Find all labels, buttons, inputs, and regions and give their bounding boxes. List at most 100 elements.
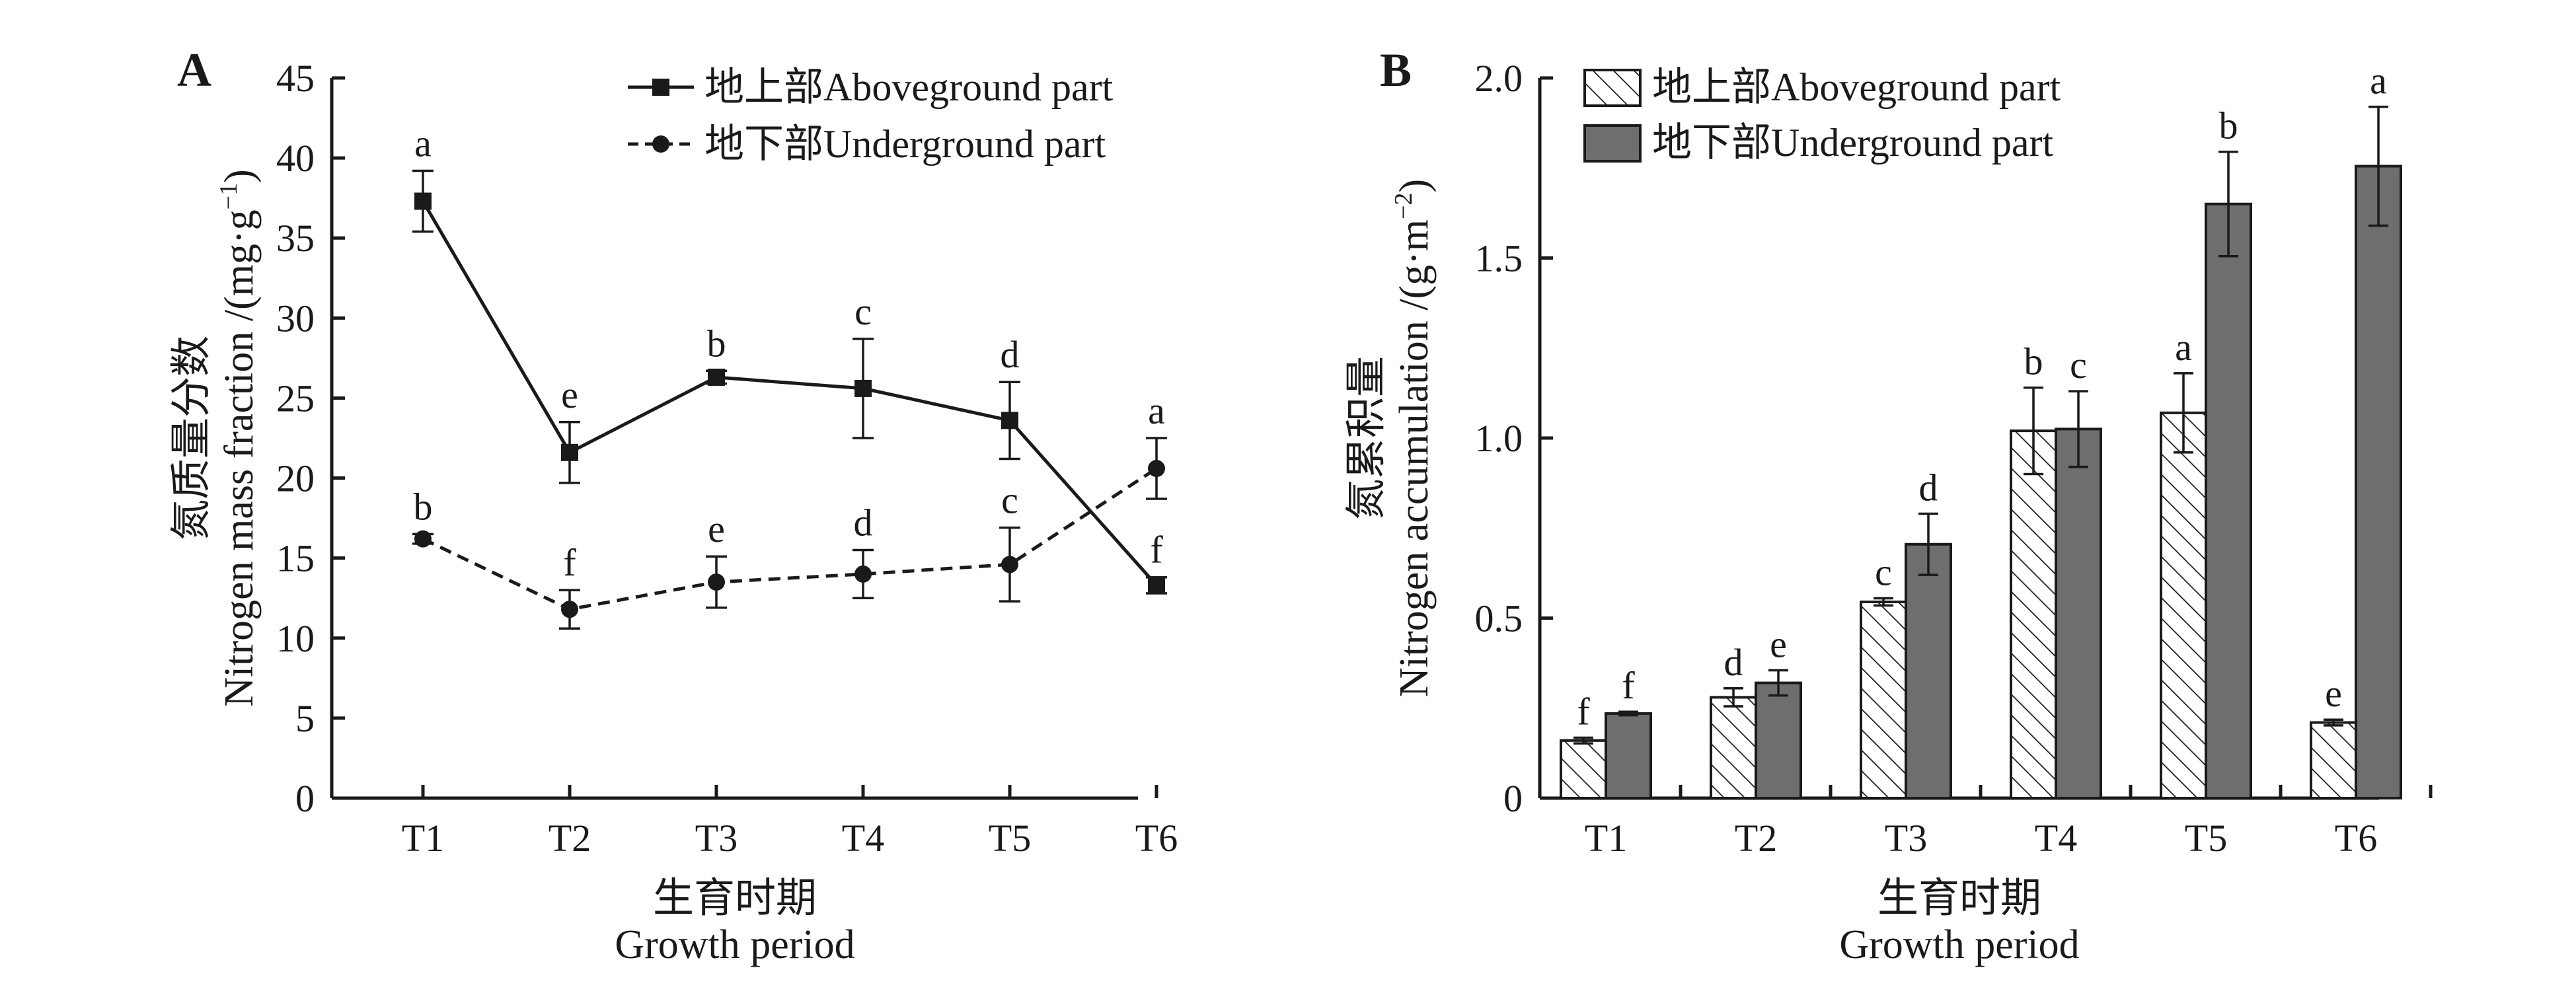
panel-a-significance-letter: f xyxy=(563,541,576,584)
legend-b-aboveground: 地上部Aboveground part xyxy=(1652,65,2061,109)
panel-b-significance-letter: a xyxy=(2175,326,2192,369)
panel-a-point-square xyxy=(1001,412,1018,429)
legend-a-circle-marker xyxy=(652,135,669,153)
panel-b-bar-aboveground xyxy=(1560,739,1607,800)
legend-b-hatched-swatch xyxy=(1583,69,1642,107)
panel-b-y-label: 氮累积量 Nitrogen accumulation /(g·m−2) xyxy=(1344,179,1437,697)
panel-b-significance-letter: f xyxy=(1622,664,1635,707)
panel-b-significance-letter: c xyxy=(1875,551,1892,594)
panel-b-x-tick-label: T2 xyxy=(1735,817,1777,860)
panel-a-x-tick-label: T2 xyxy=(549,817,591,860)
panel-a-significance-letter: f xyxy=(1150,529,1163,572)
panel-b-bar-aboveground xyxy=(2310,721,2357,800)
panel-a-point-square xyxy=(708,368,725,386)
panel-a-x-tick-label: T6 xyxy=(1135,817,1178,860)
panel-b-x-tick-label: T6 xyxy=(2335,817,2377,860)
panel-a-point-square xyxy=(854,379,872,397)
panel-b-x-tick-label: T3 xyxy=(1885,817,1927,860)
panel-b-bar-underground xyxy=(1905,542,1952,800)
panel-a: A 0 5 10 15 20 25 30 35 40 45 T1 T2 T3 T4 T5 T6 a e b c d f… xyxy=(169,44,1178,967)
panel-b-y-ticks: 0 0.5 1.0 1.5 2.0 xyxy=(1475,57,1553,820)
panel-a-point-circle xyxy=(561,601,578,618)
panel-b-bar-aboveground xyxy=(2160,411,2207,799)
panel-a-point-square xyxy=(561,443,578,461)
legend-a-square-marker xyxy=(652,79,669,96)
legend-a-underground: 地下部Underground part xyxy=(704,122,1106,166)
panel-b-legend: 地上部Aboveground part 地下部Underground part xyxy=(1583,65,2061,165)
panel-a-significance-letter: b xyxy=(707,322,726,365)
panel-a-y-tick-label: 5 xyxy=(295,697,315,740)
panel-a-significance-letter: e xyxy=(708,507,725,550)
panel-a-significance-letter: d xyxy=(854,501,873,544)
panel-a-y-tick-label: 30 xyxy=(276,297,315,340)
panel-b-bar-underground xyxy=(2205,202,2252,799)
panel-b-significance-letter: f xyxy=(1577,690,1590,733)
panel-b-significance-letter: b xyxy=(2024,340,2043,383)
panel-a-series: a e b c d f b f e d c a xyxy=(412,122,1167,630)
panel-a-point-square xyxy=(414,192,432,210)
panel-b-significance-letter: d xyxy=(1919,466,1938,509)
legend-a-aboveground: 地上部Aboveground part xyxy=(704,65,1114,109)
panel-a-point-circle xyxy=(1001,556,1018,574)
panel-a-y-label-cn: 氮质量分数 xyxy=(169,336,214,540)
panel-b-x-tick-label: T5 xyxy=(2185,817,2227,860)
panel-a-y-tick-label: 15 xyxy=(276,537,315,580)
panel-b-significance-letter: d xyxy=(1724,641,1743,684)
panel-b-y-label-cn: 氮累积量 xyxy=(1344,356,1389,520)
panel-a-significance-letter: a xyxy=(414,122,432,165)
panel-a-legend: 地上部Aboveground part 地下部Underground part xyxy=(628,65,1114,166)
panel-a-point-circle xyxy=(414,530,432,548)
panel-b-y-tick-label: 0 xyxy=(1503,777,1523,820)
panel-a-series-line-2 xyxy=(422,466,1158,611)
panel-a-y-label: 氮质量分数 Nitrogen mass fraction /(mg·g−1) xyxy=(169,169,262,707)
panel-b-y-label-en: Nitrogen accumulation /(g·m−2) xyxy=(1390,179,1437,697)
panel-a-y-tick-label: 25 xyxy=(276,377,315,420)
panel-a-y-tick-label: 35 xyxy=(276,217,315,260)
panel-b-y-tick-label: 1.0 xyxy=(1475,417,1523,460)
panel-b-bar-underground xyxy=(2355,165,2402,799)
panel-b-significance-letter: e xyxy=(2325,672,2342,715)
panel-a-y-tick-label: 0 xyxy=(295,777,315,820)
panel-a-x-tick-label: T1 xyxy=(402,817,444,860)
panel-a-x-ticks: T1 T2 T3 T4 T5 T6 xyxy=(402,785,1178,860)
panel-a-x-tick-label: T4 xyxy=(842,817,884,860)
panel-b-y-tick-label: 2.0 xyxy=(1475,57,1523,100)
panel-b-x-tick-label: T4 xyxy=(2035,817,2077,860)
panel-a-series-line-1 xyxy=(421,200,1158,587)
panel-b-bar-underground xyxy=(1605,712,1652,800)
panel-a-point-circle xyxy=(854,565,872,583)
panel-a-y-ticks: 0 5 10 15 20 25 30 35 40 45 xyxy=(276,57,345,820)
panel-label-b: B xyxy=(1380,44,1412,96)
panel-b-significance-letter: e xyxy=(1770,623,1787,666)
panel-b-bar-aboveground xyxy=(1860,600,1907,799)
panel-a-x-tick-label: T5 xyxy=(989,817,1031,860)
panel-b-bar-aboveground xyxy=(1710,696,1757,800)
panel-b-bar-aboveground xyxy=(2010,429,2057,799)
panel-a-y-tick-label: 40 xyxy=(276,137,315,180)
panel-b-x-ticks: T1 T2 T3 T4 T5 T6 xyxy=(1585,785,2433,860)
panel-b-x-tick-label: T1 xyxy=(1585,817,1627,860)
panel-a-point-square xyxy=(1148,576,1165,594)
panel-a-significance-letter: c xyxy=(854,290,872,333)
panel-b-bar-underground xyxy=(2055,427,2102,799)
panel-a-significance-letter: b xyxy=(414,485,433,528)
panel-b-y-tick-label: 1.5 xyxy=(1475,237,1523,280)
panel-a-significance-letter: d xyxy=(1001,333,1020,376)
panel-a-x-label-en: Growth period xyxy=(615,922,854,967)
panel-a-y-tick-label: 10 xyxy=(276,617,315,660)
panel-a-point-circle xyxy=(708,574,725,591)
panel-a-y-tick-label: 20 xyxy=(276,457,315,500)
panel-label-a: A xyxy=(177,44,211,96)
panel-b-x-label-cn: 生育时期 xyxy=(1877,876,2041,921)
panel-b-y-tick-label: 0.5 xyxy=(1475,597,1523,640)
panel-b-x-label-en: Growth period xyxy=(1839,922,2079,967)
panel-a-significance-letter: e xyxy=(561,373,578,416)
panel-a-y-label-en: Nitrogen mass fraction /(mg·g−1) xyxy=(215,169,262,707)
panel-a-point-circle xyxy=(1148,460,1165,478)
panel-a-x-label-cn: 生育时期 xyxy=(653,876,817,921)
panel-a-x-tick-label: T3 xyxy=(695,817,738,860)
panel-a-significance-letter: a xyxy=(1148,389,1165,432)
legend-b-dark-swatch xyxy=(1583,124,1642,163)
